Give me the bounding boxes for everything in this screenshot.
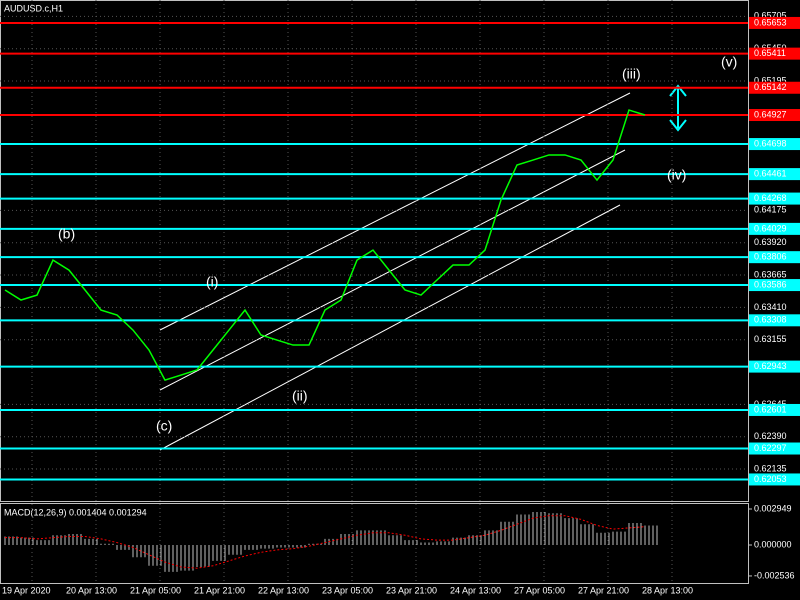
x-tick-label: 28 Apr 13:00 [642, 585, 693, 595]
y-tick-label: 0.000000 [754, 539, 792, 549]
y-tick-label: 0.65705 [754, 11, 787, 21]
y-tick-label: 0.62135 [754, 463, 787, 473]
level-label: 0.63806 [754, 252, 787, 262]
level-label: 0.65142 [754, 82, 787, 92]
wave-label: (v) [721, 54, 737, 70]
x-tick-label: 23 Apr 21:00 [386, 585, 437, 595]
wave-label: (i) [206, 274, 218, 290]
level-box [749, 16, 800, 29]
level-label: 0.63586 [754, 279, 787, 289]
level-label: 0.63308 [754, 315, 787, 325]
level-box [749, 81, 800, 94]
level-label: 0.64698 [754, 138, 787, 148]
y-tick-label: 0.64175 [754, 205, 787, 215]
x-tick-label: 19 Apr 2020 [2, 585, 51, 595]
x-tick-label: 24 Apr 13:00 [450, 585, 501, 595]
x-tick-label: 21 Apr 21:00 [194, 585, 245, 595]
main-frame [0, 0, 749, 502]
y-tick-label: 0.63155 [754, 334, 787, 344]
x-tick-label: 23 Apr 05:00 [322, 585, 373, 595]
x-tick-label: 20 Apr 13:00 [66, 585, 117, 595]
level-box [749, 473, 800, 486]
level-box [749, 47, 800, 60]
y-tick-label: 0.62390 [754, 431, 787, 441]
level-label: 0.62297 [754, 443, 787, 453]
level-box [749, 360, 800, 373]
channel-line [159, 92, 631, 331]
level-box [749, 314, 800, 327]
x-tick-label: 21 Apr 05:00 [130, 585, 181, 595]
level-box [749, 168, 800, 181]
level-label: 0.62053 [754, 474, 787, 484]
wave-label: (iv) [667, 167, 686, 183]
wave-label: (c) [156, 418, 172, 434]
level-label: 0.62601 [754, 404, 787, 414]
chart-title: AUDUSD.c,H1 [4, 3, 63, 13]
price-line [4, 109, 646, 381]
level-box [749, 442, 800, 455]
level-box [749, 251, 800, 264]
x-tick-label: 27 Apr 05:00 [514, 585, 565, 595]
wave-label: (b) [58, 226, 75, 242]
level-label: 0.64029 [754, 223, 787, 233]
level-label: 0.65411 [754, 48, 786, 58]
level-box [749, 403, 800, 416]
macd-title: MACD(12,26,9) 0.001404 0.001294 [4, 507, 147, 517]
y-tick-label: 0.65195 [754, 75, 787, 85]
level-label: 0.65653 [754, 17, 787, 27]
y-tick-label: 0.62645 [754, 399, 787, 409]
y-tick-label: 0.002949 [754, 503, 792, 513]
macd-frame [0, 503, 749, 584]
level-label: 0.64268 [754, 193, 787, 203]
wave-label: (iii) [622, 66, 641, 82]
level-box [749, 192, 800, 205]
wave-label: (ii) [292, 388, 308, 404]
y-tick-label: -0.002536 [754, 570, 795, 580]
level-label: 0.62943 [754, 361, 787, 371]
level-box [749, 279, 800, 292]
level-box [749, 138, 800, 151]
level-label: 0.64461 [754, 168, 787, 178]
x-tick-label: 27 Apr 21:00 [578, 585, 629, 595]
x-tick-label: 22 Apr 13:00 [258, 585, 309, 595]
level-box [749, 222, 800, 235]
level-label: 0.64927 [754, 109, 787, 119]
y-tick-label: 0.63410 [754, 302, 787, 312]
level-box [749, 109, 800, 122]
y-tick-label: 0.63665 [754, 269, 787, 279]
y-tick-label: 0.63920 [754, 237, 787, 247]
target-arrow [669, 84, 687, 132]
channel-line [159, 149, 626, 391]
signal-line [5, 515, 646, 569]
